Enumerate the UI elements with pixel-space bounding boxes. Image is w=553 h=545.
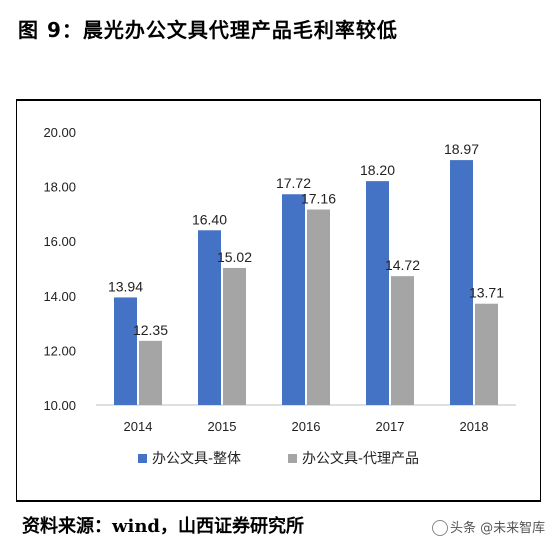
data-label-overall: 18.20	[360, 162, 395, 178]
x-tick-label: 2018	[460, 419, 489, 434]
x-tick-label: 2015	[208, 419, 237, 434]
data-label-agency: 12.35	[133, 322, 168, 338]
x-tick-label: 2016	[292, 419, 321, 434]
source-note: 资料来源：wind，山西证券研究所	[22, 516, 305, 537]
bottom-rule	[16, 500, 541, 502]
watermark: 头条 @未来智库	[432, 517, 545, 537]
bar-agency	[223, 267, 246, 405]
bar-agency	[391, 276, 414, 405]
legend-label: 办公文具-代理产品	[302, 451, 419, 467]
bar-agency	[139, 340, 162, 405]
legend-swatch	[288, 454, 297, 463]
y-tick-label: 18.00	[43, 180, 76, 195]
data-label-overall: 13.94	[108, 278, 143, 294]
x-tick-label: 2017	[376, 419, 405, 434]
bar-chart: 10.00 12.00 14.00 16.00 18.00 20.00 13.94 12.35…	[43, 125, 516, 467]
watermark-logo-icon	[432, 519, 448, 536]
frame-right	[540, 101, 541, 500]
bar-overall	[198, 230, 221, 405]
data-label-agency: 14.72	[385, 257, 420, 273]
y-tick-label: 20.00	[43, 125, 76, 140]
bar-overall	[282, 194, 305, 405]
y-tick-label: 14.00	[43, 289, 76, 304]
data-label-overall: 18.97	[444, 141, 479, 157]
legend-label: 办公文具-整体	[152, 451, 241, 467]
figure-title: 图 9：晨光办公文具代理产品毛利率较低	[18, 18, 398, 42]
data-label-agency: 15.02	[217, 249, 252, 265]
legend-swatch	[138, 454, 147, 463]
y-tick-label: 16.00	[43, 234, 76, 249]
data-label-overall: 16.40	[192, 211, 227, 227]
data-label-agency: 17.16	[301, 191, 336, 207]
bar-overall	[366, 181, 389, 405]
top-rule	[16, 99, 541, 101]
bar-agency	[307, 209, 330, 405]
data-label-overall: 17.72	[276, 175, 311, 191]
bar-overall	[114, 297, 137, 405]
watermark-text: 头条 @未来智库	[450, 521, 546, 536]
data-label-agency: 13.71	[469, 285, 504, 301]
y-tick-label: 10.00	[43, 398, 76, 413]
y-tick-label: 12.00	[43, 343, 76, 358]
bar-overall	[450, 160, 473, 405]
bar-agency	[475, 303, 498, 405]
frame-left	[16, 101, 17, 500]
x-tick-label: 2014	[124, 419, 153, 434]
